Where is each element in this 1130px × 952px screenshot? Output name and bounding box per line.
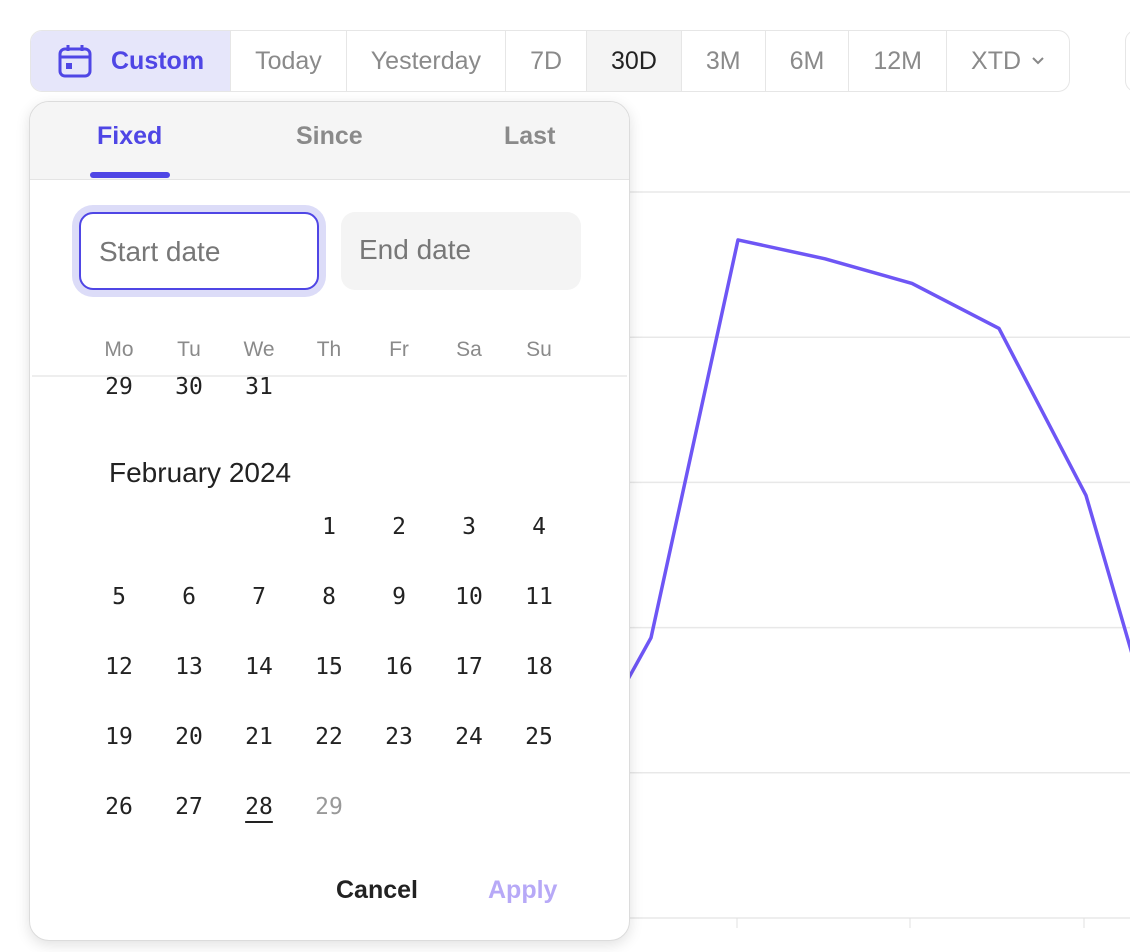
end-date-input[interactable]: End date: [341, 212, 581, 290]
month-title: February 2024: [109, 457, 292, 488]
tab-since[interactable]: Since: [296, 122, 363, 150]
day-cell[interactable]: 28: [245, 794, 273, 820]
range-6m[interactable]: 6M: [766, 31, 850, 91]
date-range-selector: Custom Today Yesterday 7D 30D 3M 6M 12M …: [30, 30, 1071, 92]
day-cell[interactable]: 5: [112, 584, 126, 610]
day-cell[interactable]: 18: [525, 654, 553, 680]
day-cell[interactable]: 10: [455, 584, 483, 610]
day-cell[interactable]: 19: [105, 724, 133, 750]
range-30d[interactable]: 30D: [587, 31, 682, 91]
day-cell-prev-month[interactable]: 29: [105, 374, 133, 400]
calendar-icon: [58, 45, 92, 78]
day-cell[interactable]: 27: [175, 794, 203, 820]
day-cell[interactable]: 23: [385, 724, 413, 750]
day-cell[interactable]: 26: [105, 794, 133, 820]
day-cell[interactable]: 13: [175, 654, 203, 680]
start-date-input[interactable]: Start date: [79, 212, 319, 290]
day-cell[interactable]: 8: [322, 584, 336, 610]
custom-label: Custom: [111, 46, 205, 75]
day-cell[interactable]: 1: [322, 514, 336, 540]
weekday-label: We: [243, 338, 275, 361]
range-yesterday[interactable]: Yesterday: [347, 31, 507, 91]
tab-last[interactable]: Last: [504, 122, 556, 150]
next-control-edge[interactable]: [1125, 30, 1130, 92]
day-cell[interactable]: 9: [392, 584, 406, 610]
day-cell[interactable]: 6: [182, 584, 196, 610]
weekday-label: Tu: [177, 338, 201, 361]
weekday-label: Mo: [104, 338, 134, 361]
day-cell[interactable]: 7: [252, 584, 266, 610]
weekday-label: Su: [526, 338, 552, 361]
chevron-down-icon: [1032, 57, 1044, 65]
day-cell[interactable]: 21: [245, 724, 273, 750]
custom-range-button[interactable]: Custom: [31, 31, 232, 91]
date-picker-popover: Fixed Since Last Start date End date Mo T…: [29, 101, 630, 941]
day-cell[interactable]: 29: [315, 794, 343, 820]
weekday-label: Sa: [456, 338, 482, 361]
day-cell[interactable]: 25: [525, 724, 553, 750]
tab-fixed[interactable]: Fixed: [97, 122, 163, 150]
divider: [32, 375, 627, 377]
day-cell[interactable]: 24: [455, 724, 483, 750]
range-xtd-dropdown[interactable]: XTD: [947, 31, 1069, 91]
weekday-label: Fr: [389, 338, 409, 361]
day-cell[interactable]: 20: [175, 724, 203, 750]
day-cell[interactable]: 2: [392, 514, 406, 540]
day-cell[interactable]: 17: [455, 654, 483, 680]
chart-series-line: [562, 238, 1130, 796]
day-cell[interactable]: 3: [462, 514, 476, 540]
range-3m[interactable]: 3M: [682, 31, 766, 91]
day-cell[interactable]: 4: [532, 514, 546, 540]
day-cell[interactable]: 12: [105, 654, 133, 680]
picker-tabs: Fixed Since Last: [30, 102, 629, 180]
xtd-label: XTD: [971, 46, 1022, 75]
range-7d[interactable]: 7D: [506, 31, 588, 91]
day-cell-prev-month[interactable]: 30: [175, 374, 203, 400]
day-cell[interactable]: 15: [315, 654, 343, 680]
cancel-button[interactable]: Cancel: [336, 876, 418, 904]
day-cell-prev-month[interactable]: 31: [245, 374, 273, 400]
day-cell[interactable]: 16: [385, 654, 413, 680]
day-cell[interactable]: 11: [525, 584, 553, 610]
active-tab-indicator: [90, 172, 170, 178]
range-12m[interactable]: 12M: [849, 31, 948, 91]
range-today[interactable]: Today: [231, 31, 347, 91]
weekday-label: Th: [316, 338, 342, 361]
apply-button[interactable]: Apply: [488, 876, 558, 904]
day-cell[interactable]: 22: [315, 724, 343, 750]
day-cell[interactable]: 14: [245, 654, 273, 680]
